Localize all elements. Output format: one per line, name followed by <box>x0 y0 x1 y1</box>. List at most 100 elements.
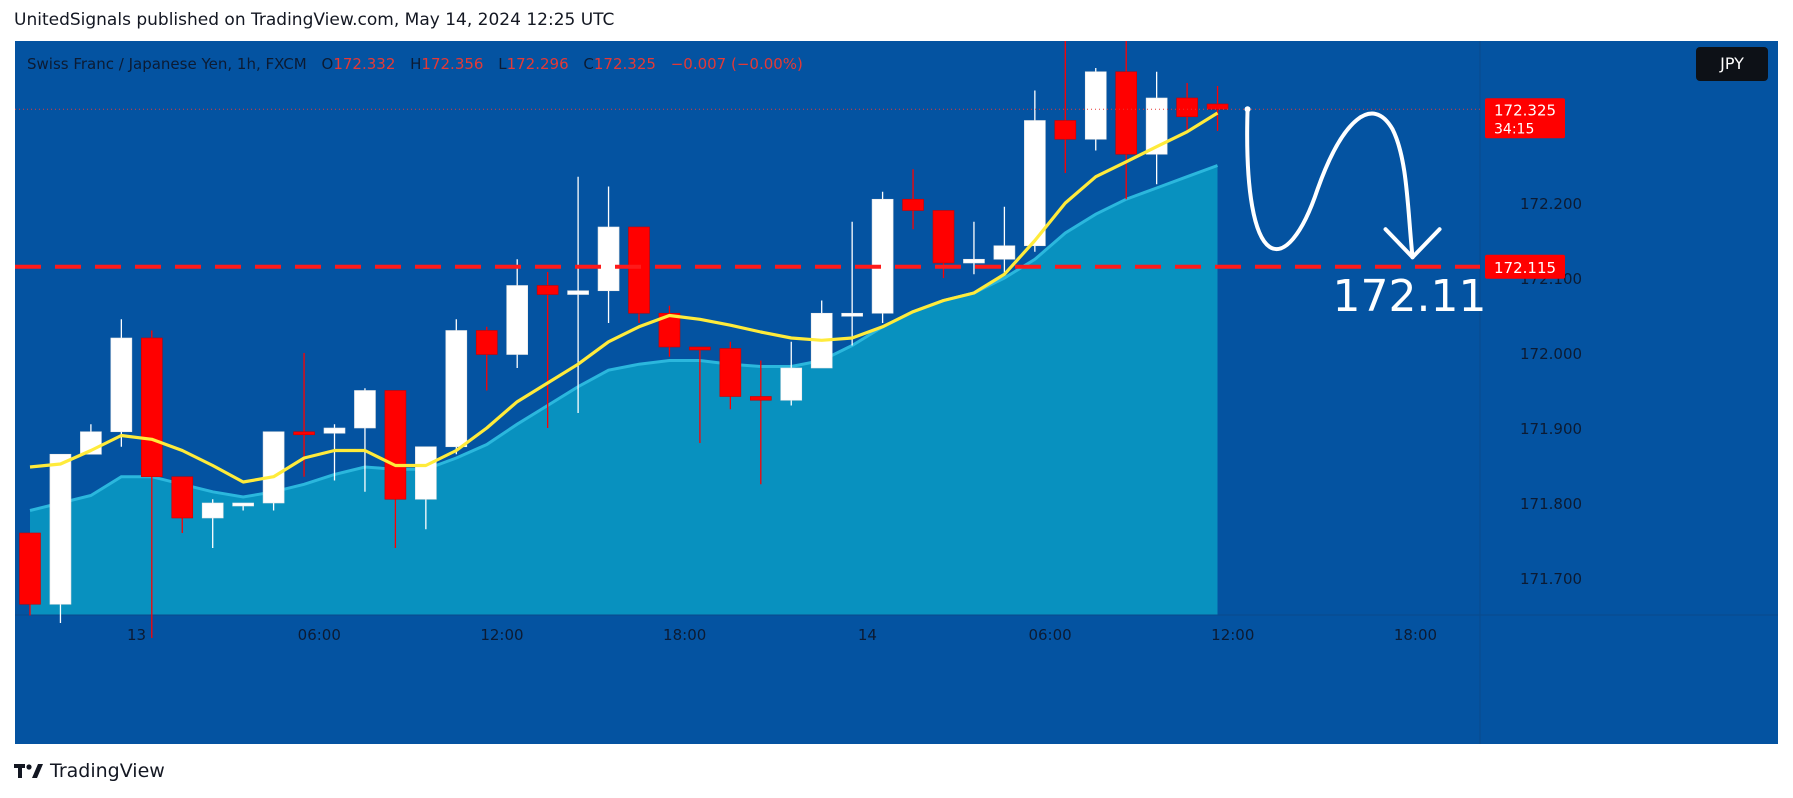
candle[interactable] <box>749 360 772 485</box>
candle-body <box>19 532 41 605</box>
candle[interactable] <box>19 532 41 616</box>
current-price-tag <box>1485 98 1565 139</box>
candle-body <box>536 285 559 295</box>
candle-body <box>475 330 498 355</box>
tradingview-brand: TradingView <box>50 760 165 782</box>
candle[interactable] <box>597 186 620 324</box>
candle-body <box>993 245 1016 260</box>
candle-body <box>506 285 529 355</box>
candle-body <box>323 427 346 434</box>
candle[interactable] <box>1024 90 1046 252</box>
candle[interactable] <box>1206 86 1229 131</box>
candle-body <box>567 290 589 295</box>
candle[interactable] <box>232 502 254 511</box>
candle-body <box>628 226 650 314</box>
candle[interactable] <box>293 353 315 477</box>
target-price-tag <box>1485 254 1565 279</box>
legend-open-value: 172.332 <box>333 55 396 73</box>
candle[interactable] <box>475 326 498 391</box>
legend-high-value: 172.356 <box>421 55 484 73</box>
candle-body <box>780 367 803 401</box>
candle[interactable] <box>323 424 346 481</box>
candle[interactable] <box>871 191 894 323</box>
candle[interactable] <box>110 319 133 447</box>
candle[interactable] <box>171 476 194 533</box>
candle[interactable] <box>719 341 742 410</box>
candle[interactable] <box>841 221 863 346</box>
legend-close-label: C <box>583 55 594 73</box>
price-chart[interactable]: 172.200172.100172.000171.900171.800171.7… <box>15 41 1778 744</box>
candle[interactable] <box>445 319 468 455</box>
candle-body <box>1145 97 1168 155</box>
candle[interactable] <box>49 453 72 623</box>
candle-body <box>110 337 133 433</box>
tradingview-logo[interactable]: TradingView <box>14 760 165 782</box>
currency-button[interactable]: JPY <box>1696 47 1768 81</box>
axis-layer: 172.200172.100172.000171.900171.800171.7… <box>15 41 1778 744</box>
legend-low-value: 172.296 <box>506 55 569 73</box>
candle-body <box>841 312 863 317</box>
legend-low-label: L <box>498 55 507 73</box>
legend-open-label: O <box>321 55 334 73</box>
candle-body <box>201 502 224 519</box>
candle[interactable] <box>1054 41 1077 173</box>
candle[interactable] <box>902 169 924 230</box>
candle-body <box>1176 97 1198 118</box>
candle[interactable] <box>567 176 589 413</box>
candle[interactable] <box>628 226 650 323</box>
forecast-start-dot <box>1244 106 1251 113</box>
candle[interactable] <box>506 259 529 368</box>
candle[interactable] <box>1145 71 1168 185</box>
candle[interactable] <box>262 431 285 511</box>
ema-line <box>29 111 1219 484</box>
legend-high-label: H <box>410 55 422 73</box>
candle[interactable] <box>536 272 559 428</box>
candle-body <box>384 390 407 500</box>
candle[interactable] <box>415 446 437 530</box>
annotation-layer: 172.11 <box>1244 106 1487 322</box>
candle[interactable] <box>1176 83 1198 132</box>
chart-legend: Swiss Franc / Japanese Yen, 1h, FXCM O17… <box>27 55 803 73</box>
candle-body <box>963 258 985 264</box>
countdown-label: 34:15 <box>1494 121 1534 137</box>
tradingview-logo-icon <box>14 764 43 778</box>
lines-layer <box>15 108 1480 484</box>
candle-body <box>689 346 711 351</box>
candle[interactable] <box>201 499 224 548</box>
candle[interactable] <box>384 390 407 549</box>
candle-body <box>141 337 163 478</box>
candle-body <box>1054 120 1077 140</box>
current-price-label: 172.325 <box>1494 101 1556 119</box>
candle-body <box>354 390 376 429</box>
y-tick-label: 172.000 <box>1520 345 1582 363</box>
legend-change: −0.007 (−0.00%) <box>670 55 803 73</box>
candle[interactable] <box>993 206 1016 275</box>
target-price-label: 172.115 <box>1494 259 1556 277</box>
candle-body <box>749 396 772 401</box>
candle[interactable] <box>963 221 985 275</box>
x-tick-label: 14 <box>858 626 877 644</box>
x-tick-label: 18:00 <box>663 626 706 644</box>
y-tick-label: 171.700 <box>1520 570 1582 588</box>
candle[interactable] <box>354 388 376 492</box>
candle-body <box>932 210 955 264</box>
candle[interactable] <box>1115 41 1137 200</box>
chart-frame[interactable]: 172.200 172.100 172.000 171.900 171.800 171.7… <box>15 41 1778 744</box>
candle[interactable] <box>658 305 681 357</box>
forecast-target-text: 172.11 <box>1333 271 1487 322</box>
candle-body <box>871 198 894 314</box>
candle-body <box>293 431 315 436</box>
candle[interactable] <box>780 341 803 406</box>
y-tick-label: 171.800 <box>1520 495 1582 513</box>
candle-body <box>1115 71 1137 155</box>
candle-body <box>658 312 681 348</box>
area-fill <box>30 165 1218 615</box>
y-tick-label: 171.900 <box>1520 420 1582 438</box>
x-tick-label: 12:00 <box>1211 626 1254 644</box>
candle-body <box>415 446 437 500</box>
candle-body <box>171 476 194 519</box>
forecast-arrow-head <box>1383 227 1442 260</box>
candle[interactable] <box>810 300 833 369</box>
y-tick-label: 172.200 <box>1520 195 1582 213</box>
candle[interactable] <box>689 346 711 443</box>
